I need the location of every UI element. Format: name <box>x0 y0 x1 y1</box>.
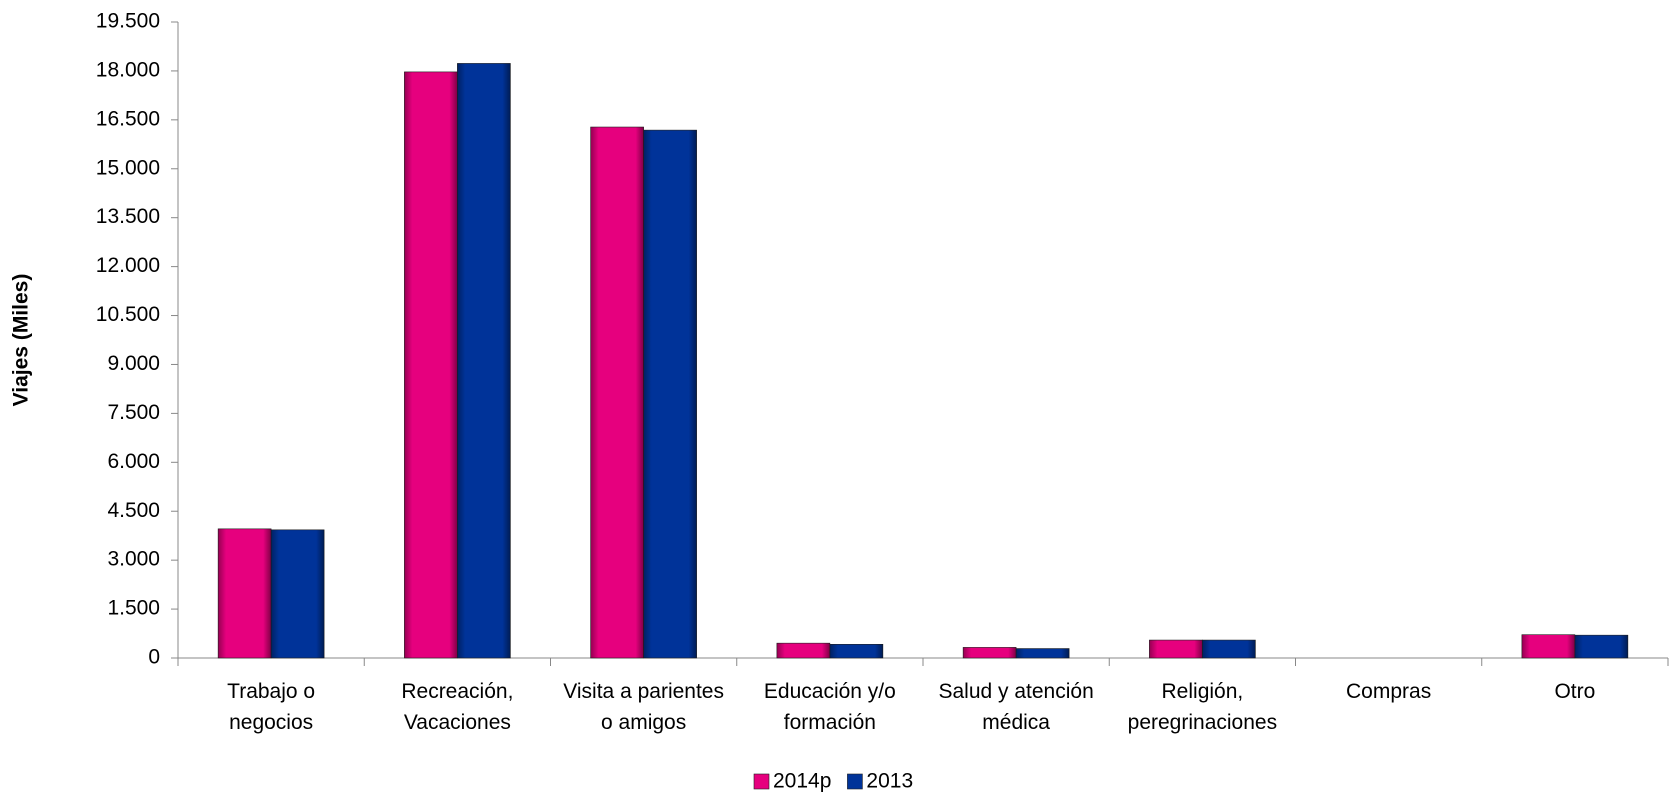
bar <box>1202 639 1256 659</box>
bar <box>1149 639 1203 659</box>
y-axis-label: Viajes (Miles) <box>10 274 33 407</box>
y-tick-label: 19.500 <box>96 10 160 33</box>
legend-swatch <box>847 773 863 790</box>
y-tick-label: 1.500 <box>107 597 160 620</box>
bar <box>1574 634 1629 659</box>
legend-label: 2013 <box>866 770 913 793</box>
y-tick-label: 15.000 <box>96 156 160 179</box>
y-tick-label: 9.000 <box>107 352 160 375</box>
bar <box>590 126 644 659</box>
x-tick-label: Salud y atención médica <box>938 680 1094 734</box>
x-tick-label: Recreación, Vacaciones <box>401 680 514 734</box>
y-tick-label: 0 <box>148 646 160 669</box>
y-tick-label: 13.500 <box>96 205 160 228</box>
y-tick-label: 3.000 <box>107 548 160 571</box>
bar <box>1521 634 1576 659</box>
y-tick-label: 12.000 <box>96 254 160 277</box>
bar <box>270 529 325 659</box>
x-tick-label: Educación y/o formación <box>763 680 896 734</box>
y-tick-label: 6.000 <box>107 450 160 473</box>
bar <box>457 63 511 659</box>
x-tick-label: Compras <box>1346 680 1432 703</box>
bar <box>404 71 458 659</box>
x-tick-label: Trabajo o negocios <box>227 680 316 734</box>
x-tick-label: Visita a parientes o amigos <box>563 680 724 734</box>
legend-label: 2014p <box>773 770 831 793</box>
x-tick-label: Religión, peregrinaciones <box>1127 680 1278 734</box>
y-tick-label: 10.500 <box>96 303 160 326</box>
bar <box>776 642 831 659</box>
bar <box>217 528 272 659</box>
bar <box>1015 648 1070 659</box>
y-tick-label: 7.500 <box>107 401 160 424</box>
legend-swatch <box>753 773 770 790</box>
bar <box>829 644 884 659</box>
bar <box>962 647 1017 659</box>
y-tick-label: 4.500 <box>107 499 160 522</box>
y-tick-label: 16.500 <box>96 107 160 130</box>
bar <box>643 129 697 659</box>
x-tick-label: Otro <box>1554 680 1596 703</box>
y-tick-label: 18.000 <box>96 58 160 81</box>
